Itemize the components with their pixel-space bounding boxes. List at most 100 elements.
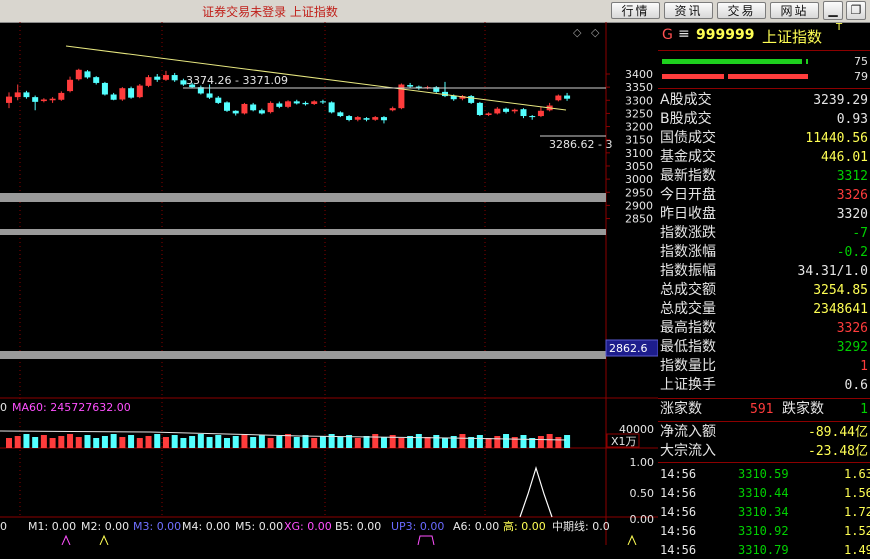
price-tick-label: 2900: [625, 199, 653, 212]
buy-bar-value: 75: [854, 55, 868, 68]
tick-row[interactable]: 14:56 3310.34 1.72: [658, 503, 870, 521]
tick-row[interactable]: 14:56 3310.44 1.56: [658, 484, 870, 502]
candle-body: [250, 104, 257, 111]
quote-row: B股成交 0.93: [658, 110, 870, 129]
candle-body: [450, 95, 457, 100]
candle-body: [319, 101, 326, 103]
candle-body: [93, 77, 100, 83]
candle-body: [154, 76, 161, 80]
volume-bar: [145, 436, 152, 448]
website-button[interactable]: 网站: [770, 2, 819, 19]
indicator-legend-item: 高: 0.00: [503, 519, 546, 533]
quote-row-value: 3292: [836, 340, 868, 355]
indicator-legend-item: B5: 0.00: [335, 520, 381, 533]
volume-bar: [84, 435, 91, 448]
quote-row-label: A股成交: [660, 92, 712, 108]
candle-body: [6, 96, 12, 103]
volume-bar: [58, 436, 65, 448]
volume-bar: [302, 435, 309, 448]
divider: [658, 462, 870, 463]
volume-bar: [380, 437, 387, 448]
tick-row[interactable]: 14:56 3310.59 1.63: [658, 465, 870, 483]
candle-body: [285, 101, 292, 107]
volume-bar: [101, 436, 108, 448]
horizontal-band: [0, 229, 606, 235]
news-button[interactable]: 资讯: [664, 2, 713, 19]
title-bar: 证券交易未登录 上证指数 行情 资讯 交易 网站 ▁ ❐: [0, 0, 870, 23]
tick-price: 3310.79: [738, 543, 789, 557]
quote-row-label: 昨日收盘: [660, 206, 716, 222]
candle-body: [537, 110, 544, 117]
quote-panel: G ≡ 999999 上证指数 T 75 79 A股成交 3239.29 B股成交 0…: [658, 22, 870, 557]
quote-row-value: 2348641: [813, 302, 868, 317]
candle-body: [520, 109, 527, 117]
candle-body: [267, 102, 274, 113]
price-tick-label: 2850: [625, 213, 653, 226]
candle-body: [494, 108, 501, 114]
indicator-tick-label: 1.00: [630, 456, 655, 469]
price-tick-label: 3350: [625, 81, 653, 94]
quote-row: 最低指数 3292: [658, 338, 870, 357]
quote-row: 指数涨跌 -7: [658, 224, 870, 243]
candle-body: [346, 116, 353, 120]
volume-bar: [363, 436, 370, 448]
volume-ma-partial: 0: [0, 401, 7, 414]
tick-row[interactable]: 14:56 3310.92 1.52: [658, 522, 870, 540]
indicator-legend-item: UP3: 0.00: [391, 520, 444, 533]
volume-bar: [224, 438, 230, 448]
tick-time: 14:56: [660, 467, 697, 481]
quote-row: A股成交 3239.29: [658, 91, 870, 110]
restore-button[interactable]: ❐: [846, 1, 866, 20]
volume-bar: [293, 437, 300, 448]
indicator-mark: [417, 535, 435, 545]
divider: [658, 88, 870, 89]
tick-price: 3310.59: [738, 467, 789, 481]
candle-body: [128, 88, 135, 98]
tick-vol: 1.56: [844, 486, 870, 500]
menu-icon[interactable]: ≡: [678, 26, 690, 42]
volume-bar: [285, 434, 292, 448]
minimize-button[interactable]: ▁: [823, 1, 843, 20]
volume-bar: [459, 434, 466, 448]
quote-row: 国债成交 11440.56: [658, 129, 870, 148]
volume-bar: [503, 434, 510, 448]
quote-row: 指数振幅 34.31/1.0: [658, 262, 870, 281]
candle-body: [136, 85, 143, 98]
candle-body: [162, 75, 169, 80]
candle-body: [215, 97, 222, 103]
diamond-icon: ◇: [573, 26, 582, 39]
sell-bar-value: 79: [854, 70, 868, 83]
advances-value: 591: [750, 402, 774, 417]
volume-bar: [23, 434, 30, 448]
candle-body: [224, 102, 230, 111]
diamond-icon: ◇: [591, 26, 600, 39]
candle-body: [372, 117, 379, 120]
trade-button[interactable]: 交易: [717, 2, 766, 19]
volume-bar: [180, 438, 187, 448]
quote-row: 指数涨幅 -0.2: [658, 243, 870, 262]
candle-body: [84, 71, 91, 78]
quotes-button[interactable]: 行情: [611, 2, 660, 19]
volume-bar: [171, 435, 178, 448]
quote-row-label: 最高指数: [660, 320, 716, 336]
block-inflow-label: 大宗流入: [660, 443, 716, 459]
volume-bar: [319, 436, 326, 448]
tick-price: 3310.44: [738, 486, 789, 500]
tick-row[interactable]: 14:56 3310.79 1.49: [658, 541, 870, 559]
quote-row: 总成交额 3254.85: [658, 281, 870, 300]
quote-row-label: 今日开盘: [660, 187, 716, 203]
tick-vol: 1.52: [844, 524, 870, 538]
tick-vol: 1.63: [844, 467, 870, 481]
volume-tick-label: 40000: [619, 423, 654, 436]
volume-bar: [520, 435, 527, 448]
quote-row-label: 上证换手: [660, 377, 716, 393]
advance-decline-row: 涨家数 591 跌家数 1: [658, 400, 870, 419]
indicator-mark: [61, 534, 71, 545]
price-tick-label: 3050: [625, 160, 653, 173]
volume-bar: [136, 438, 143, 448]
divider: [658, 50, 870, 51]
tick-time: 14:56: [660, 524, 697, 538]
volume-bar: [511, 437, 518, 448]
candle-body: [293, 101, 300, 104]
